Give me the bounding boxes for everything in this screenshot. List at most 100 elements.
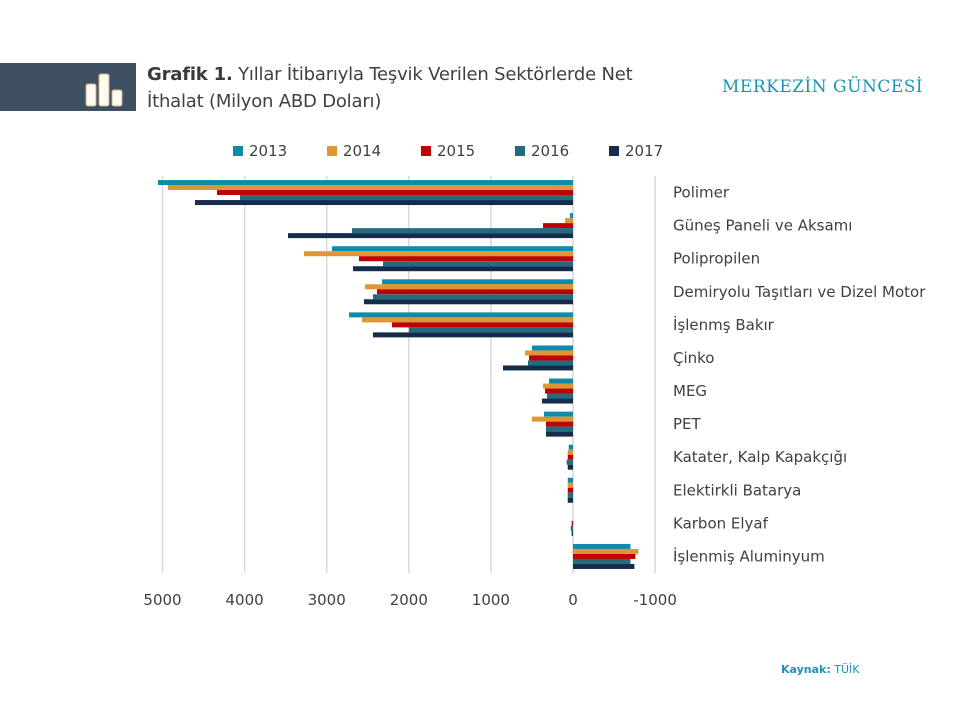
bar-2015 (391, 322, 573, 328)
bar-2016 (528, 360, 573, 366)
bar-2013 (382, 279, 573, 285)
bar-2016 (566, 459, 573, 465)
bar-2017 (571, 530, 573, 536)
bar-2016 (567, 492, 573, 498)
bar-2017 (567, 497, 573, 503)
bar-2014 (168, 185, 573, 191)
category-label: İşlenmiş Aluminyum (673, 546, 825, 565)
x-tick-label: 0 (568, 591, 578, 609)
bar-2013 (568, 444, 573, 450)
category-label: Polimer (673, 184, 730, 202)
legend-swatch (421, 146, 431, 156)
bar-2016 (240, 195, 574, 201)
bar-2014 (567, 482, 573, 488)
x-tick-label: 2000 (390, 591, 428, 609)
bar-2013 (567, 477, 573, 483)
bar-2014 (532, 416, 573, 422)
bar-2016 (408, 327, 573, 333)
bar-2013 (544, 411, 573, 417)
bar-2014 (524, 350, 573, 356)
legend-label: 2015 (437, 142, 476, 160)
x-tick-label: 1000 (472, 591, 510, 609)
category-label: PET (673, 415, 702, 433)
bar-2014 (567, 449, 573, 455)
bar-2013 (532, 345, 573, 351)
x-tick-label: 4000 (226, 591, 264, 609)
category-label: Polipropilen (673, 250, 760, 268)
bar-2014 (365, 284, 573, 290)
bar-2016 (545, 426, 573, 432)
bar-2016 (570, 525, 573, 531)
bar-2016 (546, 393, 573, 399)
legend-item-2015: 2015 (421, 142, 515, 160)
x-tick-label: 3000 (308, 591, 346, 609)
bar-2015 (528, 355, 573, 361)
chart-legend: 2013 2014 2015 2016 2017 (233, 142, 703, 160)
chart-title-text: Yıllar İtibarıyla Teşvik Verilen Sektörl… (147, 64, 633, 112)
bar-2017 (373, 332, 573, 338)
brand-logo-text: MERKEZİN GÜNCESİ (722, 77, 924, 97)
legend-item-2017: 2017 (609, 142, 703, 160)
bar-2015 (571, 520, 573, 526)
x-tick-label: 5000 (143, 591, 181, 609)
category-label: Elektirkli Batarya (673, 481, 801, 499)
bar-2013 (549, 378, 573, 384)
category-label: Çinko (673, 349, 714, 367)
legend-swatch (609, 146, 619, 156)
bar-2017 (541, 398, 573, 404)
bar-2014 (543, 383, 573, 389)
legend-item-2014: 2014 (327, 142, 421, 160)
category-label: MEG (673, 382, 707, 400)
bar-2017 (363, 299, 573, 305)
legend-item-2016: 2016 (515, 142, 609, 160)
legend-swatch (327, 146, 337, 156)
bar-2015 (573, 553, 636, 559)
bar-2015 (217, 190, 573, 196)
bar-2013 (569, 213, 573, 219)
legend-label: 2016 (531, 142, 570, 160)
bar-2015 (567, 487, 573, 493)
chart-title-number: Grafik 1. (147, 64, 233, 85)
legend-item-2013: 2013 (233, 142, 327, 160)
bar-2016 (351, 228, 573, 234)
bar-2017 (288, 233, 573, 239)
legend-label: 2014 (343, 142, 382, 160)
bar-2017 (502, 365, 573, 371)
legend-swatch (515, 146, 525, 156)
legend-label: 2017 (625, 142, 664, 160)
bar-2014 (304, 251, 573, 257)
bar-2017 (567, 464, 573, 470)
bar-2017 (352, 266, 573, 272)
category-label: Demiryolu Taşıtları ve Dizel Motor (673, 283, 926, 301)
bar-2017 (195, 200, 573, 206)
x-tick-label: -1000 (633, 591, 677, 609)
bar-2015 (543, 223, 573, 229)
chart-title: Grafik 1. Yıllar İtibarıyla Teşvik Veril… (147, 61, 687, 115)
bar-2015 (358, 256, 573, 262)
bar-2014 (565, 218, 573, 224)
bar-2016 (383, 261, 573, 267)
bar-2013 (349, 312, 573, 318)
source-value: TÜİK (830, 663, 860, 676)
bar-2014 (573, 548, 639, 554)
bar-2013 (332, 246, 573, 252)
bar-2015 (377, 289, 573, 295)
bar-2013 (157, 180, 573, 186)
category-label: İşlenmş Bakır (673, 315, 775, 334)
category-label: Güneş Paneli ve Aksamı (673, 217, 852, 235)
bar-2016 (573, 558, 631, 564)
bar-2014 (362, 317, 573, 323)
bar-2015 (545, 388, 573, 394)
legend-swatch (233, 146, 243, 156)
bar-2015 (545, 421, 573, 427)
bar-2017 (573, 563, 635, 569)
bar-2015 (567, 454, 573, 460)
legend-label: 2013 (249, 142, 288, 160)
source-label: Kaynak: (781, 663, 831, 676)
bar-2016 (373, 294, 573, 300)
bar-2013 (573, 543, 631, 549)
source-note: Kaynak: TÜİK (781, 663, 859, 676)
bar-2017 (545, 431, 573, 437)
category-label: Karbon Elyaf (673, 514, 769, 532)
